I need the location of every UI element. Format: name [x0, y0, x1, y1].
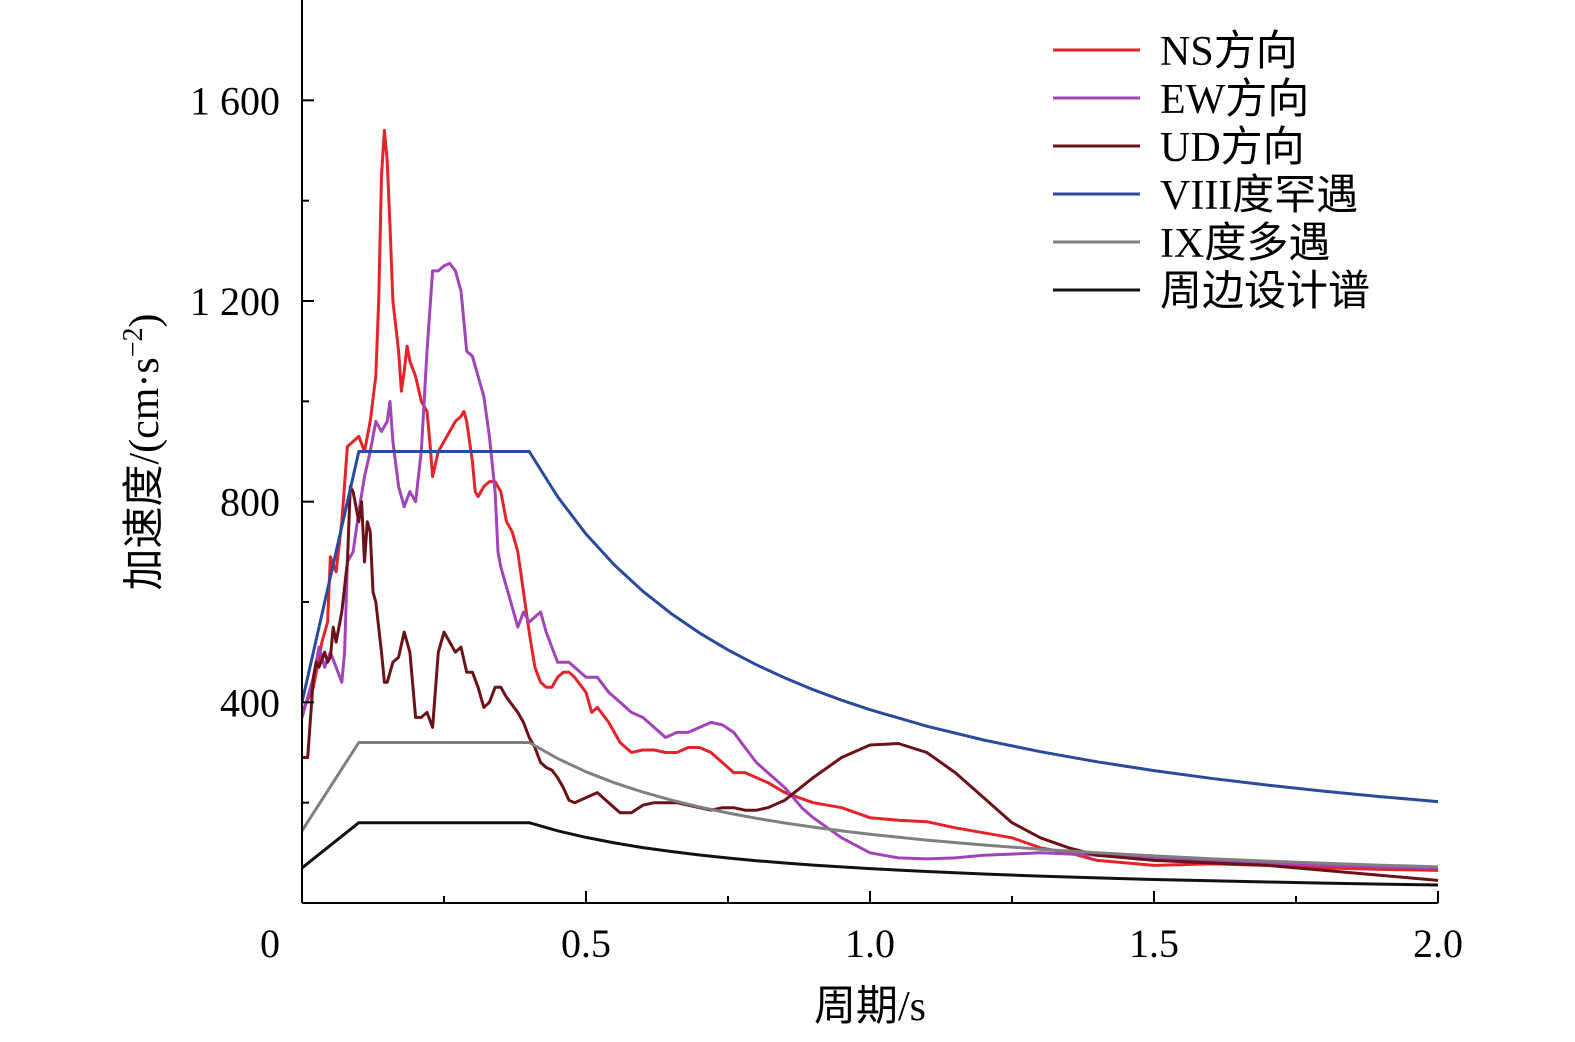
x-tick-label: 2.0: [1413, 921, 1463, 966]
series-line-4: [302, 450, 1438, 804]
series-line-3: [302, 485, 1438, 882]
y-axis-title: 加速度/(cm·s−2): [118, 313, 168, 590]
series-layer: [302, 128, 1438, 887]
x-tick-label: 0.5: [561, 921, 611, 966]
legend-label-2: EW方向: [1160, 77, 1309, 123]
y-tick-label: 800: [220, 480, 280, 525]
y-axis-title-exponent: −2: [118, 327, 149, 357]
y-axis-title-close: ): [122, 313, 168, 327]
x-tick-label: 1.5: [1129, 921, 1179, 966]
series-line-1: [302, 128, 1438, 872]
legend-label-6: 周边设计谱: [1160, 269, 1370, 315]
y-axis-title-main: 加速度/(cm·s: [122, 357, 168, 590]
y-tick-label: 1 200: [190, 279, 280, 324]
axes-layer: 0 0.5 1.0 1.5 2.0 400 800 1 200 1 600: [190, 0, 1463, 966]
x-axis-title: 周期/s: [814, 984, 926, 1030]
legend-label-3: UD方向: [1160, 125, 1305, 171]
y-tick-label: 400: [220, 680, 280, 725]
series-line-5: [302, 741, 1438, 869]
legend-label-5: IX度多遇: [1160, 221, 1330, 267]
series-line-2: [302, 261, 1438, 870]
x-tick-label: 0: [260, 921, 280, 966]
y-tick-label: 1 600: [190, 78, 280, 123]
legend-label-4: VIII度罕遇: [1160, 173, 1358, 219]
series-line-6: [302, 821, 1438, 887]
legend-label-1: NS方向: [1160, 29, 1298, 75]
x-tick-label: 1.0: [845, 921, 895, 966]
